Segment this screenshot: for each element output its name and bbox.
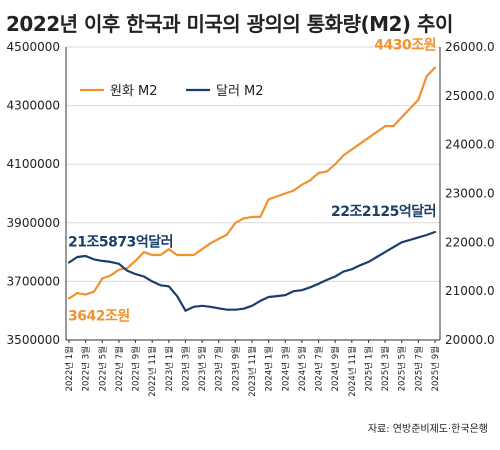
x-tick-label: 2022년 5월 — [97, 346, 108, 391]
y-left-tick-label: 3900000 — [7, 216, 60, 230]
x-tick-label: 2024년 9월 — [330, 346, 341, 391]
source-note: 자료: 연방준비제도·한국은행 — [367, 424, 488, 435]
y-right-tick-label: 26000.0 — [445, 40, 495, 54]
legend: 원화 M2 달러 M2 — [80, 84, 264, 99]
x-tick-label: 2024년 3월 — [280, 346, 291, 391]
y-left-tick-label: 3500000 — [7, 333, 60, 347]
x-tick-label: 2023년 7월 — [214, 346, 225, 391]
x-tick-label: 2022년 3월 — [81, 346, 92, 391]
x-tick-label: 2025년 1월 — [363, 346, 374, 391]
x-tick-label: 2025년 9월 — [430, 346, 441, 391]
x-tick-label: 2023년 11월 — [247, 346, 258, 397]
x-tick-label: 2023년 1월 — [164, 346, 175, 391]
x-tick-label: 2024년 7월 — [314, 346, 325, 391]
series-lines — [67, 66, 437, 312]
data-label: 21조5873억달러 — [68, 235, 173, 251]
series-line-krw-m2 — [67, 66, 437, 300]
data-label: 3642조원 — [68, 308, 130, 324]
x-tick-label: 2023년 9월 — [230, 346, 241, 391]
x-tick-label: 2025년 3월 — [380, 346, 391, 391]
x-tick-label: 2025년 5월 — [397, 346, 408, 391]
x-tick-label: 2024년 1월 — [264, 346, 275, 391]
y-left-tick-label: 4100000 — [7, 157, 60, 171]
legend-label: 달러 M2 — [216, 84, 264, 99]
y-right-tick-label: 22000.0 — [445, 235, 495, 249]
data-label: 22조2125억달러 — [331, 204, 436, 220]
x-tick-label: 2022년 7월 — [114, 346, 125, 391]
legend-label: 원화 M2 — [110, 84, 158, 99]
y-right-tick-label: 23000.0 — [445, 187, 495, 201]
series-line-usd-m2 — [67, 230, 437, 312]
y-left-tick-label: 4500000 — [7, 40, 60, 54]
x-tick-label: 2025년 7월 — [413, 346, 424, 391]
y-right-tick-label: 21000.0 — [445, 284, 495, 298]
data-label: 4430조원 — [374, 38, 436, 54]
axes: 3500000 3700000 3900000 4100000 4300000 45000… — [7, 40, 495, 397]
annotations: 4430조원 3642조원 22조2125억달러 21조5873억달러 — [68, 38, 437, 325]
x-tick-label: 2022년 1월 — [64, 346, 75, 391]
x-tick-label: 2022년 11월 — [147, 346, 158, 397]
y-right-tick-label: 20000.0 — [445, 333, 495, 347]
x-tick-label: 2023년 5월 — [197, 346, 208, 391]
chart-title: 2022년 이후 한국과 미국의 광의의 통화량(M2) 추이 — [6, 12, 453, 36]
x-tick-label: 2022년 9월 — [131, 346, 142, 391]
y-right-tick-label: 25000.0 — [445, 89, 495, 103]
x-tick-label: 2024년 11월 — [347, 346, 358, 397]
y-right-tick-label: 24000.0 — [445, 138, 495, 152]
x-tick-label: 2023년 3월 — [180, 346, 191, 391]
y-left-tick-label: 4300000 — [7, 99, 60, 113]
x-tick-label: 2024년 5월 — [297, 346, 308, 391]
y-left-tick-label: 3700000 — [7, 274, 60, 288]
